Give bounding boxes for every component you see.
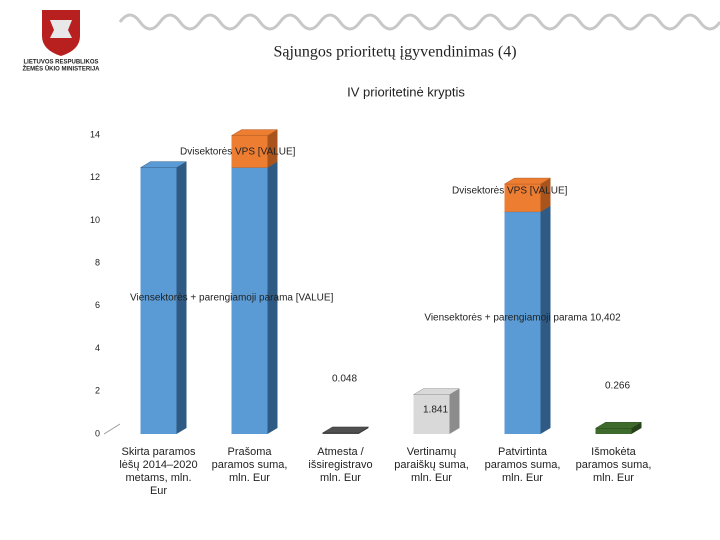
bar — [413, 394, 450, 434]
bar-top — [503, 177, 552, 185]
y-tick-label: 12 — [90, 172, 100, 182]
y-tick-label: 10 — [90, 215, 100, 225]
bar-side — [540, 205, 551, 434]
bar — [140, 167, 177, 434]
y-tick-label: 14 — [90, 129, 100, 139]
bar-side — [176, 161, 187, 434]
y-tick-label: 6 — [95, 300, 100, 310]
axis-floor — [103, 423, 121, 435]
x-tick-label: Patvirtinta paramos suma, mln. Eur — [484, 446, 561, 484]
data-label: 1.841 — [423, 405, 448, 416]
bar-top — [321, 426, 370, 434]
data-label: 0.266 — [605, 381, 630, 392]
bar-side — [540, 178, 551, 212]
x-tick-label: Išmokėta paramos suma, mln. Eur — [575, 446, 652, 484]
data-label: Viensektorės + parengiamoji parama 10,40… — [424, 313, 621, 324]
bar — [504, 184, 541, 212]
bar-side — [631, 422, 642, 434]
bar-side — [267, 161, 278, 434]
annotation: Dvisektorės VPS [VALUE] — [452, 186, 568, 197]
bar-top — [594, 422, 643, 429]
x-tick-label: Atmesta / išsiregistravo mln. Eur — [308, 446, 373, 484]
bar-top — [230, 129, 279, 136]
x-tick-label: Prašoma paramos suma, mln. Eur — [211, 446, 288, 484]
bar — [595, 428, 632, 434]
chart-title: IV prioritetinė kryptis — [347, 84, 465, 99]
data-label: 0.048 — [332, 374, 357, 385]
annotation: Viensektorės + parengiamoji parama [VALU… — [130, 293, 334, 304]
annotation: Dvisektorės VPS [VALUE] — [180, 147, 296, 158]
bar-side — [267, 129, 278, 168]
logo — [42, 10, 80, 56]
bar-top — [412, 388, 461, 395]
y-tick-label: 2 — [95, 386, 100, 396]
y-tick-label: 4 — [95, 343, 100, 353]
ministry-line: ŽEMĖS ŪKIO MINISTERIJA — [22, 65, 100, 73]
header-ornament — [118, 13, 720, 31]
x-tick-label: Vertinamų paraiškų suma, mln. Eur — [394, 446, 469, 484]
bar — [504, 211, 541, 434]
bar-top — [139, 161, 188, 168]
bar — [231, 135, 268, 168]
y-tick-label: 8 — [95, 258, 100, 268]
y-tick-label: 0 — [95, 428, 100, 438]
bar — [231, 167, 268, 434]
slide-title: Sąjungos prioritetų įgyvendinimas (4) — [273, 44, 516, 61]
bar — [322, 432, 359, 434]
bar-side — [449, 388, 460, 434]
ministry-line: LIETUVOS RESPUBLIKOS — [23, 60, 98, 66]
x-tick-label: Skirta paramos lėšų 2014–2020 metams, ml… — [119, 446, 198, 497]
